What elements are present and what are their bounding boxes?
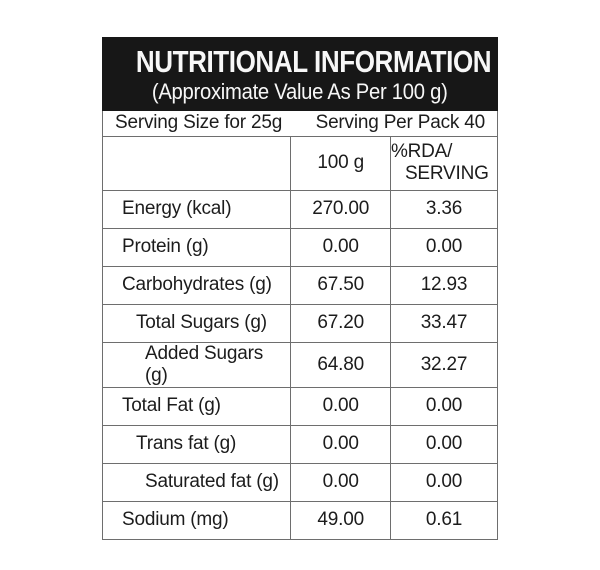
nutrient-label: Carbohydrates (g) — [101, 265, 292, 305]
rda-value: 32.27 — [389, 341, 499, 388]
column-header-amount: 100 g — [290, 135, 391, 191]
table-row: Total Fat (g) 0.00 0.00 — [101, 386, 499, 426]
rda-value: 0.61 — [389, 500, 499, 540]
amount-value: 270.00 — [290, 189, 391, 229]
amount-value: 67.50 — [290, 265, 391, 305]
nutrition-table: 100 g %RDA/SERVING Energy (kcal) 270.00 … — [101, 135, 499, 540]
amount-value: 64.80 — [290, 341, 391, 388]
amount-value: 49.00 — [290, 500, 391, 540]
rda-value: 0.00 — [389, 386, 499, 426]
rda-value: 0.00 — [389, 462, 499, 502]
table-row: Trans fat (g) 0.00 0.00 — [101, 424, 499, 464]
nutrient-label: Sodium (mg) — [101, 500, 292, 540]
title-banner: NUTRITIONAL INFORMATION (Approximate Val… — [102, 37, 498, 111]
nutrient-label: Saturated fat (g) — [101, 462, 292, 502]
page-title: NUTRITIONAL INFORMATION — [135, 44, 492, 79]
amount-value: 0.00 — [290, 424, 391, 464]
amount-value: 0.00 — [290, 227, 391, 267]
rda-header-line2: SERVING — [404, 163, 489, 185]
nutrient-label: Energy (kcal) — [101, 189, 292, 229]
serving-info-row: Serving Size for 25g Serving Per Pack 40 — [102, 110, 498, 136]
nutrient-label: Protein (g) — [101, 227, 292, 267]
table-header-row: 100 g %RDA/SERVING — [101, 135, 499, 191]
rda-value: 3.36 — [389, 189, 499, 229]
amount-value: 67.20 — [290, 303, 391, 343]
nutrient-label: Total Fat (g) — [101, 386, 292, 426]
table-row: Carbohydrates (g) 67.50 12.93 — [101, 265, 499, 305]
rda-value: 33.47 — [389, 303, 499, 343]
table-row: Protein (g) 0.00 0.00 — [101, 227, 499, 267]
nutrient-label: Total Sugars (g) — [101, 303, 292, 343]
rda-header-line1: %RDA/ — [390, 141, 453, 163]
serving-size-text: Serving Size for 25g — [115, 112, 283, 134]
amount-value: 0.00 — [290, 386, 391, 426]
serving-per-pack-text: Serving Per Pack 40 — [315, 112, 486, 134]
amount-value: 0.00 — [290, 462, 391, 502]
table-row: Total Sugars (g) 67.20 33.47 — [101, 303, 499, 343]
table-row: Sodium (mg) 49.00 0.61 — [101, 500, 499, 540]
rda-value: 0.00 — [389, 227, 499, 267]
empty-header-cell — [101, 135, 292, 191]
nutrient-label: Trans fat (g) — [101, 424, 292, 464]
page-subtitle: (Approximate Value As Per 100 g) — [152, 78, 448, 104]
rda-value: 0.00 — [389, 424, 499, 464]
table-row: Saturated fat (g) 0.00 0.00 — [101, 462, 499, 502]
table-row: Energy (kcal) 270.00 3.36 — [101, 189, 499, 229]
table-row: Added Sugars (g) 64.80 32.27 — [101, 341, 499, 388]
rda-value: 12.93 — [389, 265, 499, 305]
nutrient-label: Added Sugars (g) — [101, 341, 292, 388]
column-header-rda: %RDA/SERVING — [389, 135, 499, 191]
nutrition-label-card: NUTRITIONAL INFORMATION (Approximate Val… — [101, 37, 499, 540]
